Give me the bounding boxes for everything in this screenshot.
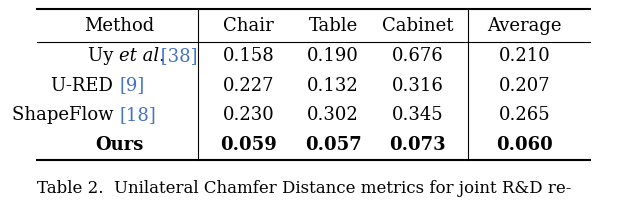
Text: Cabinet: Cabinet — [382, 17, 454, 35]
Text: 0.316: 0.316 — [392, 76, 444, 94]
Text: 0.265: 0.265 — [499, 106, 550, 124]
Text: 0.227: 0.227 — [223, 76, 275, 94]
Text: 0.190: 0.190 — [307, 47, 359, 65]
Text: [38]: [38] — [155, 47, 197, 65]
Text: 0.132: 0.132 — [307, 76, 359, 94]
Text: Table 2.  Unilateral Chamfer Distance metrics for joint R&D re-: Table 2. Unilateral Chamfer Distance met… — [37, 179, 572, 196]
Text: Uy: Uy — [88, 47, 119, 65]
Text: 0.345: 0.345 — [392, 106, 444, 124]
Text: 0.207: 0.207 — [499, 76, 550, 94]
Text: 0.057: 0.057 — [305, 135, 362, 153]
Text: [18]: [18] — [119, 106, 156, 124]
Text: Chair: Chair — [223, 17, 274, 35]
Text: Average: Average — [488, 17, 562, 35]
Text: Ours: Ours — [95, 135, 143, 153]
Text: 0.302: 0.302 — [307, 106, 359, 124]
Text: 0.676: 0.676 — [392, 47, 444, 65]
Text: 0.060: 0.060 — [497, 135, 553, 153]
Text: ShapeFlow: ShapeFlow — [12, 106, 119, 124]
Text: 0.210: 0.210 — [499, 47, 550, 65]
Text: Method: Method — [84, 17, 154, 35]
Text: 0.073: 0.073 — [390, 135, 446, 153]
Text: U-RED: U-RED — [51, 76, 119, 94]
Text: Table: Table — [308, 17, 358, 35]
Text: et al.: et al. — [119, 47, 165, 65]
Text: 0.158: 0.158 — [223, 47, 275, 65]
Text: 0.059: 0.059 — [220, 135, 277, 153]
Text: 0.230: 0.230 — [223, 106, 275, 124]
Text: [9]: [9] — [119, 76, 145, 94]
